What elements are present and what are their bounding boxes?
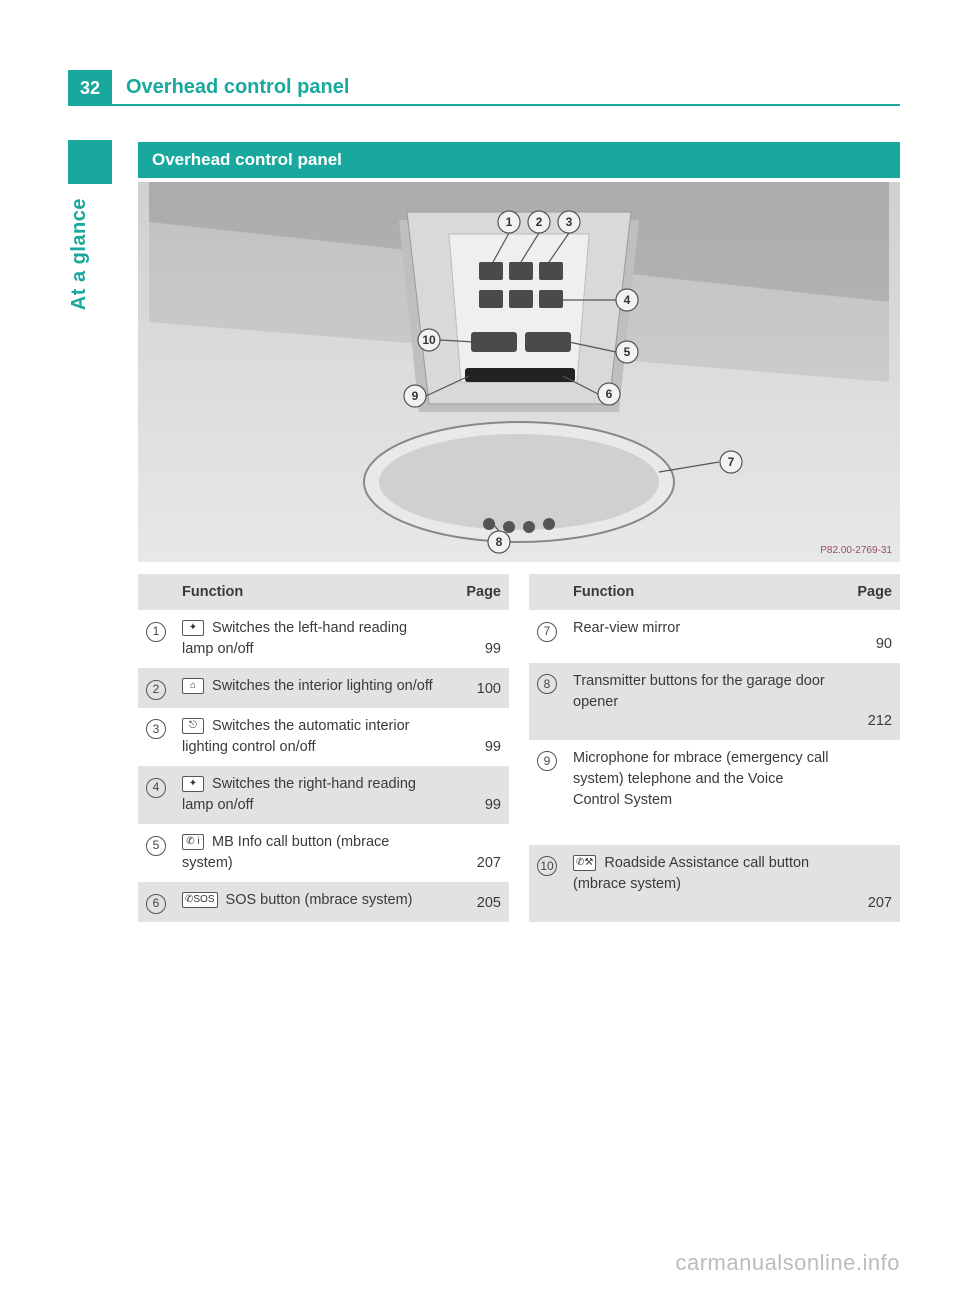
row-function: ✆⚒ Roadside Assistance call button (mbra… — [565, 845, 840, 922]
row-page: 205 — [449, 882, 509, 922]
row-function: ⌂ Switches the interior lighting on/off — [174, 668, 449, 708]
table-row: 3⎋ Switches the automatic interior light… — [138, 708, 509, 766]
svg-text:6: 6 — [606, 387, 613, 401]
col-function: Function — [565, 574, 840, 610]
function-icon: ⎋ — [182, 718, 204, 734]
function-tables: Function Page 1✦ Switches the left-hand … — [138, 574, 900, 922]
row-page: 207 — [449, 824, 509, 882]
table-row: 2⌂ Switches the interior lighting on/off… — [138, 668, 509, 708]
function-icon: ✦ — [182, 620, 204, 636]
function-icon: ✆⚒ — [573, 855, 596, 871]
row-marker: 2 — [138, 668, 174, 708]
row-marker: 5 — [138, 824, 174, 882]
row-marker: 4 — [138, 766, 174, 824]
overhead-panel-diagram: 1 2 3 4 5 6 7 8 9 10 P82.00-2769-31 — [138, 182, 900, 562]
col-page: Page — [840, 574, 900, 610]
table-row: 4✦ Switches the right-hand reading lamp … — [138, 766, 509, 824]
table-row: 9 Microphone for mbrace (emergency call … — [529, 740, 900, 845]
row-page: 99 — [449, 766, 509, 824]
row-marker: 7 — [529, 610, 565, 663]
row-function: ✆ i MB Info call button (mbrace system) — [174, 824, 449, 882]
col-blank — [138, 574, 174, 610]
row-function: Transmitter buttons for the garage door … — [565, 663, 840, 740]
row-function: ✦ Switches the right-hand reading lamp o… — [174, 766, 449, 824]
svg-text:9: 9 — [412, 389, 419, 403]
section-banner: Overhead control panel — [138, 142, 900, 178]
side-tab: At a glance — [68, 140, 112, 310]
watermark: carmanualsonline.info — [675, 1250, 900, 1276]
page-header: 32 Overhead control panel — [68, 70, 900, 106]
side-tab-square — [68, 140, 112, 184]
row-function: ✦ Switches the left-hand reading lamp on… — [174, 610, 449, 668]
function-icon: ✦ — [182, 776, 204, 792]
function-icon: ✆SOS — [182, 892, 218, 908]
col-function: Function — [174, 574, 449, 610]
row-page: 212 — [840, 663, 900, 740]
table-row: 7 Rear-view mirror90 — [529, 610, 900, 663]
table-row: 8 Transmitter buttons for the garage doo… — [529, 663, 900, 740]
row-function: Microphone for mbrace (emergency call sy… — [565, 740, 840, 845]
row-page: 100 — [449, 668, 509, 708]
svg-text:2: 2 — [536, 215, 543, 229]
function-icon: ⌂ — [182, 678, 204, 694]
page-title: Overhead control panel — [112, 70, 900, 106]
row-marker: 3 — [138, 708, 174, 766]
row-marker: 6 — [138, 882, 174, 922]
figure-id: P82.00-2769-31 — [820, 545, 892, 556]
row-function: ⎋ Switches the automatic interior lighti… — [174, 708, 449, 766]
page-number-box: 32 — [68, 70, 112, 106]
svg-text:8: 8 — [496, 535, 503, 549]
table-row: 1✦ Switches the left-hand reading lamp o… — [138, 610, 509, 668]
row-page: 90 — [840, 610, 900, 663]
table-row: 5✆ i MB Info call button (mbrace system)… — [138, 824, 509, 882]
diagram-svg: 1 2 3 4 5 6 7 8 9 10 — [138, 182, 900, 562]
row-function: Rear-view mirror — [565, 610, 840, 663]
manual-page: 32 Overhead control panel At a glance Ov… — [0, 0, 960, 1302]
table-row: 6✆SOS SOS button (mbrace system)205 — [138, 882, 509, 922]
svg-text:5: 5 — [624, 345, 631, 359]
function-table-left: Function Page 1✦ Switches the left-hand … — [138, 574, 509, 922]
function-table-right: Function Page 7 Rear-view mirror908 Tran… — [529, 574, 900, 922]
svg-text:4: 4 — [624, 293, 631, 307]
row-page: 99 — [449, 708, 509, 766]
row-page: 207 — [840, 845, 900, 922]
col-page: Page — [449, 574, 509, 610]
side-tab-label: At a glance — [68, 198, 91, 310]
svg-text:10: 10 — [422, 333, 436, 347]
content-column: Overhead control panel — [138, 142, 900, 922]
row-page: 99 — [449, 610, 509, 668]
row-marker: 9 — [529, 740, 565, 845]
table-row: 10✆⚒ Roadside Assistance call button (mb… — [529, 845, 900, 922]
row-marker: 10 — [529, 845, 565, 922]
function-icon: ✆ i — [182, 834, 204, 850]
svg-text:3: 3 — [566, 215, 573, 229]
row-marker: 8 — [529, 663, 565, 740]
row-function: ✆SOS SOS button (mbrace system) — [174, 882, 449, 922]
svg-text:1: 1 — [506, 215, 513, 229]
col-blank — [529, 574, 565, 610]
svg-text:7: 7 — [728, 455, 735, 469]
row-page — [840, 740, 900, 845]
row-marker: 1 — [138, 610, 174, 668]
